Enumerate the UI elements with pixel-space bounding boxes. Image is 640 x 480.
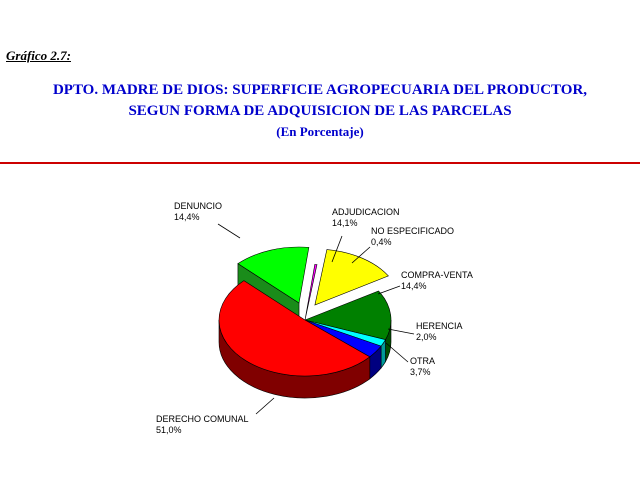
chart-title-line-2: SEGUN FORMA DE ADQUISICION DE LAS PARCEL… <box>128 103 512 119</box>
slice-value-adjudicacion: 14,1% <box>332 218 358 228</box>
leader-line-compra-venta <box>377 285 401 295</box>
chart-title-line-1: DPTO. MADRE DE DIOS: SUPERFICIE AGROPECU… <box>52 82 588 98</box>
pie-slice-denuncio <box>237 246 310 304</box>
pie-slice-no-especificado <box>304 264 318 321</box>
slice-value-compra-venta: 14,4% <box>401 281 427 291</box>
slice-label-derecho-comunal: DERECHO COMUNAL <box>156 414 249 424</box>
slice-value-no-especificado: 0,4% <box>371 237 392 247</box>
slice-label-adjudicacion: ADJUDICACION <box>332 207 400 217</box>
pie-slice-derecho-comunal <box>218 280 371 377</box>
pie-slice-adjudicacion <box>314 249 389 306</box>
slice-label-herencia: HERENCIA <box>416 321 463 331</box>
figure-label: Gráfico 2.7: <box>6 48 71 63</box>
slice-value-denuncio: 14,4% <box>174 212 200 222</box>
chart-subtitle: (En Porcentaje) <box>276 124 364 139</box>
leader-line-herencia <box>387 328 415 335</box>
slice-value-otra: 3,7% <box>410 367 431 377</box>
slice-value-herencia: 2,0% <box>416 332 437 342</box>
slice-value-derecho-comunal: 51,0% <box>156 425 182 435</box>
leader-line-adjudicacion <box>331 235 343 263</box>
slice-label-denuncio: DENUNCIO <box>174 201 222 211</box>
leader-line-otra <box>385 342 409 363</box>
slice-label-compra-venta: COMPRA-VENTA <box>401 270 473 280</box>
header-divider <box>0 162 640 164</box>
slice-label-no-especificado: NO ESPECIFICADO <box>371 226 454 236</box>
leader-line-no-especificado <box>351 246 371 264</box>
leader-line-derecho-comunal <box>255 397 275 415</box>
leader-line-denuncio <box>217 223 241 239</box>
slice-label-otra: OTRA <box>410 356 435 366</box>
